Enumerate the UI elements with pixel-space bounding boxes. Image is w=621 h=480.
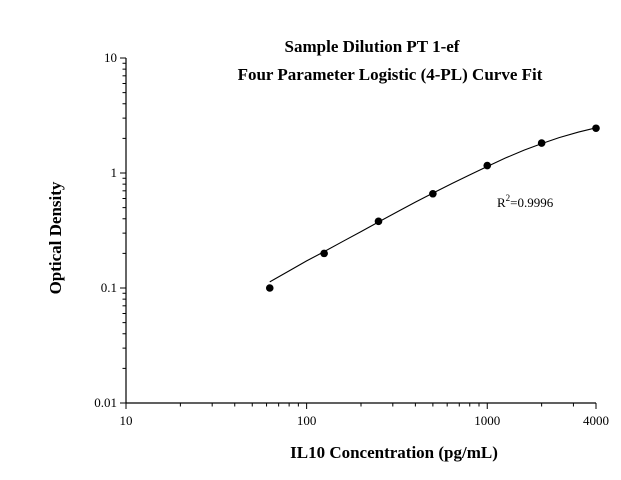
- data-point: [537, 139, 546, 147]
- data-point: [374, 217, 383, 226]
- data-point: [429, 189, 437, 198]
- data-points-layer: [265, 124, 600, 292]
- chart-subtitle: Four Parameter Logistic (4-PL) Curve Fit: [238, 65, 543, 84]
- x-tick-label: 4000: [583, 413, 609, 428]
- r-squared-superscript: 2: [506, 193, 511, 203]
- data-point: [592, 124, 600, 133]
- axes: [125, 58, 596, 404]
- y-tick-label: 10: [104, 50, 117, 65]
- chart-title: Sample Dilution PT 1-ef: [285, 37, 460, 56]
- r-squared-value: =0.9996: [510, 195, 554, 210]
- data-point: [320, 249, 328, 258]
- y-axis-title: Optical Density: [46, 181, 65, 294]
- y-tick-label: 0.01: [94, 395, 117, 410]
- data-point: [265, 284, 274, 292]
- y-tick-label: 0.1: [101, 280, 117, 295]
- x-tick-label: 10: [120, 413, 133, 428]
- x-axis-title: IL10 Concentration (pg/mL): [290, 443, 498, 462]
- data-point: [483, 161, 492, 170]
- r-squared-annotation: R2=0.9996: [497, 193, 554, 210]
- x-tick-label: 1000: [474, 413, 500, 428]
- r-squared-base: R: [497, 195, 506, 210]
- x-tick-label: 100: [297, 413, 317, 428]
- x-axis-ticks: 10 100 1000 4000: [120, 403, 609, 428]
- y-tick-label: 1: [111, 165, 118, 180]
- y-axis-ticks: 0.01 0.1 1 10: [94, 50, 126, 410]
